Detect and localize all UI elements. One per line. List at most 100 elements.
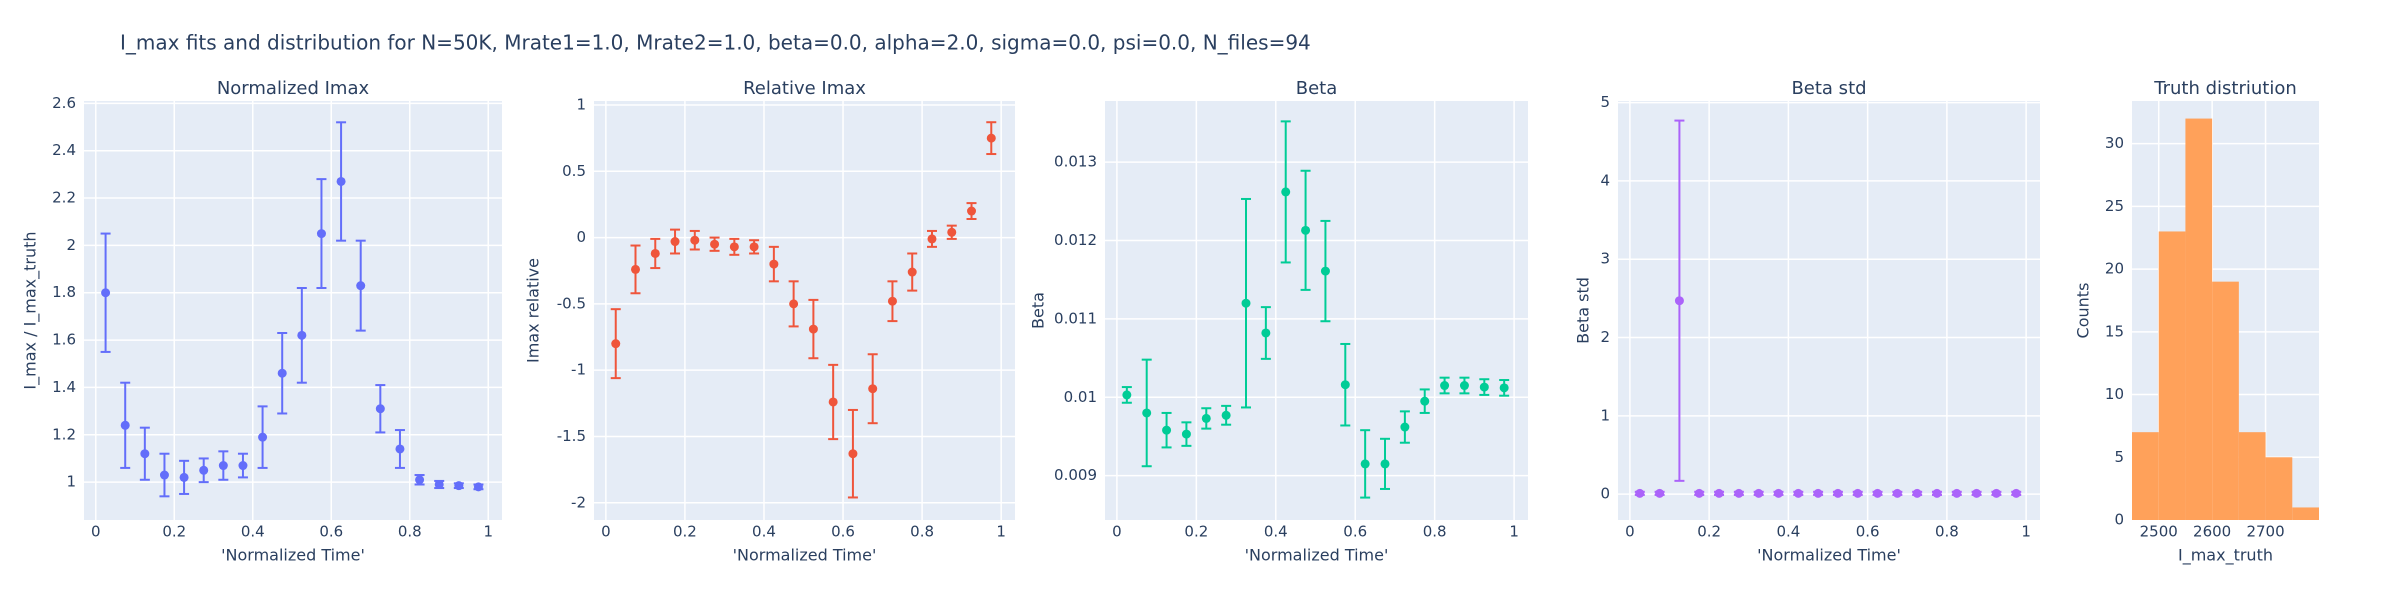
x-tick-label: 0.4 xyxy=(1776,523,1800,541)
point xyxy=(179,472,189,482)
x-tick-label: 0.6 xyxy=(831,523,855,541)
y-tick-label: 1.8 xyxy=(52,283,76,301)
y-tick-label: 1 xyxy=(1600,406,1610,424)
point xyxy=(1360,459,1370,469)
x-axis-title: 'Normalized Time' xyxy=(1245,546,1389,565)
point xyxy=(828,397,838,407)
y-tick-label: 0 xyxy=(1600,485,1610,503)
x-tick-label: 0.2 xyxy=(162,523,186,541)
y-tick-label: 0.5 xyxy=(562,162,586,180)
x-tick-label: 0.8 xyxy=(1423,523,1447,541)
point xyxy=(1479,382,1489,392)
point xyxy=(434,479,444,489)
plot-area xyxy=(84,101,502,520)
point xyxy=(1853,488,1863,498)
point xyxy=(670,237,680,247)
point xyxy=(258,432,268,442)
y-tick-label: 4 xyxy=(1600,171,1610,189)
x-tick-label: 0.4 xyxy=(1264,523,1288,541)
point xyxy=(611,339,621,349)
point xyxy=(1714,488,1724,498)
point xyxy=(336,176,346,186)
point xyxy=(1142,408,1152,418)
x-axis-title: 'Normalized Time' xyxy=(733,546,877,565)
point xyxy=(947,227,957,237)
y-tick-label: 2 xyxy=(1600,328,1610,346)
point xyxy=(1380,459,1390,469)
y-axis-title: Beta xyxy=(1029,292,1048,329)
point xyxy=(1813,488,1823,498)
y-tick-label: 0.013 xyxy=(1054,153,1097,171)
point xyxy=(1420,396,1430,406)
point xyxy=(1793,488,1803,498)
point xyxy=(1181,429,1191,439)
point xyxy=(238,461,248,471)
y-axis-title: I_max / I_max_truth xyxy=(21,231,41,389)
point xyxy=(808,324,818,334)
y-tick-label: 2 xyxy=(66,236,76,254)
histogram-bar xyxy=(2132,432,2159,520)
point xyxy=(1301,225,1311,235)
y-tick-label: 0.012 xyxy=(1054,231,1097,249)
point xyxy=(297,330,307,340)
point xyxy=(1674,296,1684,306)
x-tick-label: 0.4 xyxy=(752,523,776,541)
point xyxy=(1261,328,1271,338)
subplot-title: Beta std xyxy=(1791,78,1866,99)
point xyxy=(1892,488,1902,498)
point xyxy=(1340,380,1350,390)
y-tick-label: -0.5 xyxy=(557,294,586,312)
plot-area xyxy=(1105,101,1528,520)
point xyxy=(1440,381,1450,391)
x-tick-label: 0.6 xyxy=(1856,523,1880,541)
point xyxy=(395,444,405,454)
histogram-bar xyxy=(2292,507,2319,520)
point xyxy=(356,281,366,291)
point xyxy=(986,133,996,143)
x-tick-label: 0.2 xyxy=(1697,523,1721,541)
point xyxy=(1241,298,1251,308)
point xyxy=(749,242,759,252)
y-axis-title: Beta std xyxy=(1574,277,1593,344)
point xyxy=(868,384,878,394)
y-tick-label: 20 xyxy=(2105,260,2124,278)
point xyxy=(316,229,326,239)
x-tick-label: 0.8 xyxy=(1935,523,1959,541)
point xyxy=(1754,488,1764,498)
y-tick-label: 30 xyxy=(2105,134,2124,152)
y-tick-label: 10 xyxy=(2105,385,2124,403)
point xyxy=(887,296,897,306)
point xyxy=(277,368,287,378)
x-tick-label: 2500 xyxy=(2140,523,2178,541)
point xyxy=(1912,488,1922,498)
point xyxy=(967,206,977,216)
point xyxy=(650,248,660,258)
x-tick-label: 1 xyxy=(483,523,493,541)
point xyxy=(1734,488,1744,498)
y-tick-label: 2.6 xyxy=(52,94,76,112)
histogram-bar xyxy=(2212,281,2239,520)
x-tick-label: 0.4 xyxy=(241,523,265,541)
point xyxy=(1221,410,1231,420)
point xyxy=(1201,413,1211,423)
point xyxy=(1281,187,1291,197)
subplot-title: Truth distriution xyxy=(2153,78,2297,99)
point xyxy=(159,470,169,480)
x-tick-label: 1 xyxy=(996,523,1006,541)
y-tick-label: 2.4 xyxy=(52,141,76,159)
point xyxy=(710,239,720,249)
point xyxy=(1400,422,1410,432)
point xyxy=(1972,488,1982,498)
figure-title: I_max fits and distribution for N=50K, M… xyxy=(120,31,1311,55)
y-tick-label: 0.01 xyxy=(1064,388,1097,406)
point xyxy=(454,481,464,491)
point xyxy=(1499,383,1509,393)
x-tick-label: 1 xyxy=(1509,523,1519,541)
point xyxy=(199,465,209,475)
x-axis-title: I_max_truth xyxy=(2178,546,2273,566)
x-tick-label: 0.2 xyxy=(1184,523,1208,541)
y-tick-label: 0.011 xyxy=(1054,309,1097,327)
point xyxy=(1635,488,1645,498)
y-tick-label: 1.6 xyxy=(52,331,76,349)
